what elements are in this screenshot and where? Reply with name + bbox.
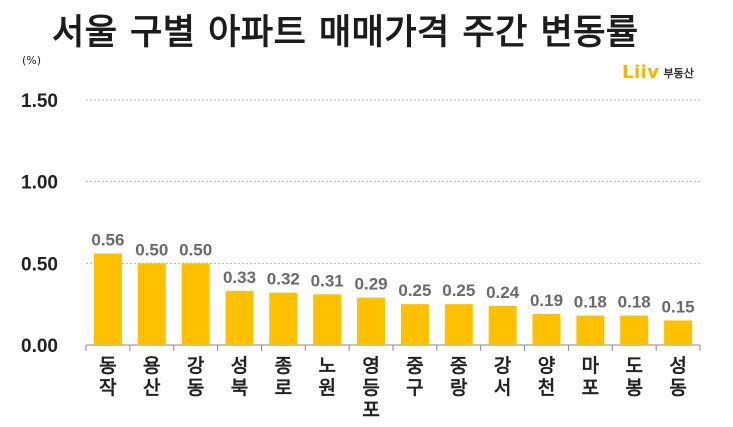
x-category-char: 랑 [450,377,468,399]
x-category-char: 종 [275,355,292,377]
x-category-char: 천 [538,377,555,399]
x-category-char: 용 [143,355,160,377]
x-category-char: 서 [494,377,511,399]
x-category-char: 노 [318,355,335,377]
bar [444,304,473,345]
y-tick-label: 0.00 [21,336,58,357]
x-category-char: 강 [187,355,205,377]
bar-value-label: 0.29 [355,275,388,294]
bar-value-label: 0.50 [135,240,168,259]
bar [400,304,429,345]
bar [137,263,166,345]
bar [269,292,298,345]
bar-value-label: 0.19 [530,291,563,310]
bar [576,315,605,345]
bar [93,253,122,345]
x-category-char: 로 [275,377,292,399]
y-tick-label: 1.50 [21,91,58,112]
brand-suffix: 부동산 [663,66,694,80]
bar [664,320,693,345]
x-category-char: 등 [362,377,379,399]
bar [357,297,386,345]
bar [181,263,210,345]
bar [620,315,649,345]
x-category-char: 성 [669,355,686,377]
chart-title: 서울 구별 아파트 매매가격 주간 변동률 [52,13,639,53]
x-category-char: 산 [143,377,161,399]
x-category-char: 강 [494,355,512,377]
bar-value-label: 0.25 [398,281,431,300]
bar [488,305,517,345]
bar [532,313,561,345]
brand-logo: Liiv 부동산 [622,62,694,83]
x-category-char: 성 [231,355,248,377]
bar [225,291,254,345]
x-category-char: 포 [582,377,599,399]
x-category-char: 양 [538,355,556,377]
y-tick-label: 1.00 [21,173,58,194]
bar-value-label: 0.24 [486,283,520,302]
x-category-char: 영 [362,355,379,377]
bar-value-label: 0.32 [267,270,300,289]
bar-value-label: 0.25 [442,281,475,300]
x-category-char: 구 [406,377,423,399]
bar-value-label: 0.31 [311,271,344,290]
bar-value-label: 0.15 [662,298,695,317]
x-category-char: 북 [231,377,248,399]
x-category-char: 동 [187,377,204,399]
x-category-char: 중 [450,355,467,377]
bar-value-label: 0.56 [91,231,124,250]
x-category-char: 포 [362,399,379,421]
bar-value-label: 0.18 [618,293,651,312]
x-category-char: 도 [625,355,642,377]
x-category-char: 봉 [625,377,642,399]
x-category-char: 작 [99,377,117,399]
x-category-char: 원 [318,377,335,399]
unit-label: (%) [22,54,42,67]
bar-value-label: 0.50 [179,240,212,259]
bar [313,294,342,345]
liiv-logo: Liiv [622,62,660,83]
bar-value-label: 0.18 [574,293,607,312]
x-category-char: 동 [99,355,116,377]
x-category-char: 중 [406,355,423,377]
x-category-char: 마 [582,355,600,377]
y-tick-label: 0.50 [21,254,58,275]
x-category-char: 동 [669,377,686,399]
bar-value-label: 0.33 [223,268,256,287]
